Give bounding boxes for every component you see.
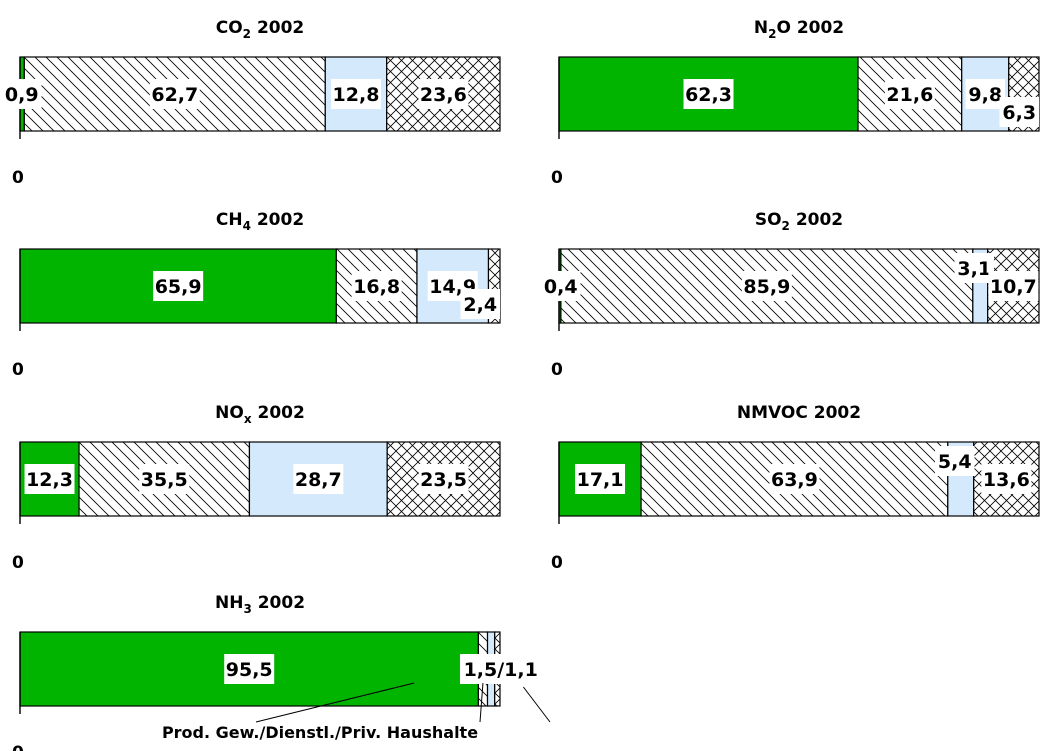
chart-title-main: CH [216, 210, 243, 230]
data-label: 35,5 [141, 469, 188, 491]
data-label-bg [981, 464, 1032, 494]
chart-title-subscript: 2 [243, 27, 251, 41]
data-label-bg [351, 271, 402, 301]
axis-zero-label: 0 [551, 168, 563, 188]
chart-title-suffix: 2002 [252, 403, 305, 423]
annotation-leader-line [255, 682, 415, 723]
data-label-bg [541, 271, 581, 301]
chart-title-main: NH [215, 593, 243, 613]
data-label: 65,9 [155, 276, 202, 298]
data-label-bg [418, 464, 469, 494]
data-label: 85,9 [743, 276, 790, 298]
chart-title-suffix: O 2002 [776, 18, 844, 38]
data-label: 63,9 [771, 469, 818, 491]
data-label: 10,7 [990, 276, 1037, 298]
data-label: 23,5 [420, 469, 467, 491]
axis-zero-label: 0 [551, 360, 563, 380]
data-label-bg [683, 79, 734, 109]
data-label: 9,8 [968, 84, 1002, 106]
data-label: 2,4 [463, 294, 497, 316]
data-label-bg [741, 271, 792, 301]
annotation-leader-line [479, 682, 484, 723]
chart-1: N2O 2002 0 62,3 21,6 9,86,3 [551, 18, 1040, 188]
data-label: 6,3 [1002, 102, 1036, 124]
chart-title-subscript: 4 [243, 219, 251, 233]
chart-title-main: NO [215, 403, 244, 423]
data-label: 13,6 [983, 469, 1030, 491]
data-label-bg [139, 464, 190, 494]
chart-title-suffix: 2002 [251, 18, 304, 38]
chart-title: CO2 2002 [216, 18, 305, 41]
data-label-bg [331, 79, 381, 109]
axis-zero-label: 0 [12, 360, 24, 380]
data-label: 12,3 [26, 469, 73, 491]
data-label-bg [999, 97, 1039, 127]
data-label-bg [769, 464, 820, 494]
data-label: 0,4 [544, 276, 578, 298]
data-label: 62,7 [151, 84, 198, 106]
data-label: 5,4 [938, 451, 972, 473]
chart-4: NOx 2002 0 12,3 35,5 28,7 23,5 [12, 403, 501, 573]
data-label: 17,1 [577, 469, 624, 491]
data-label-bg [575, 464, 626, 494]
data-label: 3,1 [957, 258, 991, 280]
chart-title: CH4 2002 [216, 210, 304, 233]
data-label-bg [153, 271, 204, 301]
axis-zero-label: 0 [12, 553, 24, 573]
data-label-bg [954, 253, 995, 283]
data-label-bg [935, 446, 975, 476]
data-label-bg [884, 79, 935, 109]
segment-annotation: Prod. Gew./Dienstl./Priv. Haushalte [162, 723, 478, 742]
chart-title-subscript: x [244, 412, 252, 426]
chart-title: SO2 2002 [755, 210, 843, 233]
axis-zero-label: 0 [12, 168, 24, 188]
chart-title: NOx 2002 [215, 403, 305, 426]
chart-title-subscript: 2 [768, 27, 776, 41]
data-label: 23,6 [420, 84, 467, 106]
data-label: 62,3 [685, 84, 732, 106]
chart-0: CO2 2002 0 0,9 62,7 12,8 23,6 [2, 18, 501, 188]
chart-title-suffix: 2002 [808, 403, 861, 423]
data-label-combined-bg [459, 654, 542, 684]
chart-3: SO2 2002 0 0,4 85,9 3,110,7 [541, 210, 1040, 380]
data-label-bg [965, 79, 1005, 109]
chart-title-suffix: 2002 [790, 210, 843, 230]
annotation-leader-line [522, 686, 551, 723]
chart-title-main: N [754, 18, 768, 38]
data-label-bg [149, 79, 200, 109]
chart-title: NH3 2002 [215, 593, 305, 616]
data-label: 16,8 [353, 276, 400, 298]
chart-title-main: CO [216, 18, 243, 38]
axis-zero-label: 0 [551, 553, 563, 573]
data-label-bg [2, 79, 42, 109]
chart-title-suffix: 2002 [251, 210, 304, 230]
chart-5: NMVOC 2002 0 17,1 63,9 5,4 13,6 [551, 403, 1040, 573]
chart-title-subscript: 3 [243, 602, 251, 616]
data-label-bg [460, 289, 500, 319]
data-label-bg [988, 271, 1039, 301]
bar-segment-crosshatch [487, 248, 501, 324]
data-label-bg [293, 464, 344, 494]
chart-title-main: SO [755, 210, 782, 230]
chart-title: N2O 2002 [754, 18, 844, 41]
data-label-bg [224, 654, 275, 684]
data-label: 95,5 [226, 659, 273, 681]
data-label: 28,7 [295, 469, 342, 491]
data-label: 12,8 [333, 84, 380, 106]
chart-title: NMVOC 2002 [737, 403, 861, 423]
chart-6: NH3 2002 0 95,5 1,5/1,1 Prod. Gew./Dienstl./… [12, 593, 551, 751]
data-label: 21,6 [886, 84, 933, 106]
chart-title-main: NMVOC [737, 403, 808, 423]
data-label-bg [24, 464, 75, 494]
data-label-combined: 1,5/1,1 [464, 659, 538, 681]
data-label: 0,9 [5, 84, 39, 106]
axis-zero-label: 0 [12, 743, 24, 751]
chart-title-subscript: 2 [782, 219, 790, 233]
data-label-bg [418, 79, 469, 109]
chart-title-suffix: 2002 [252, 593, 305, 613]
